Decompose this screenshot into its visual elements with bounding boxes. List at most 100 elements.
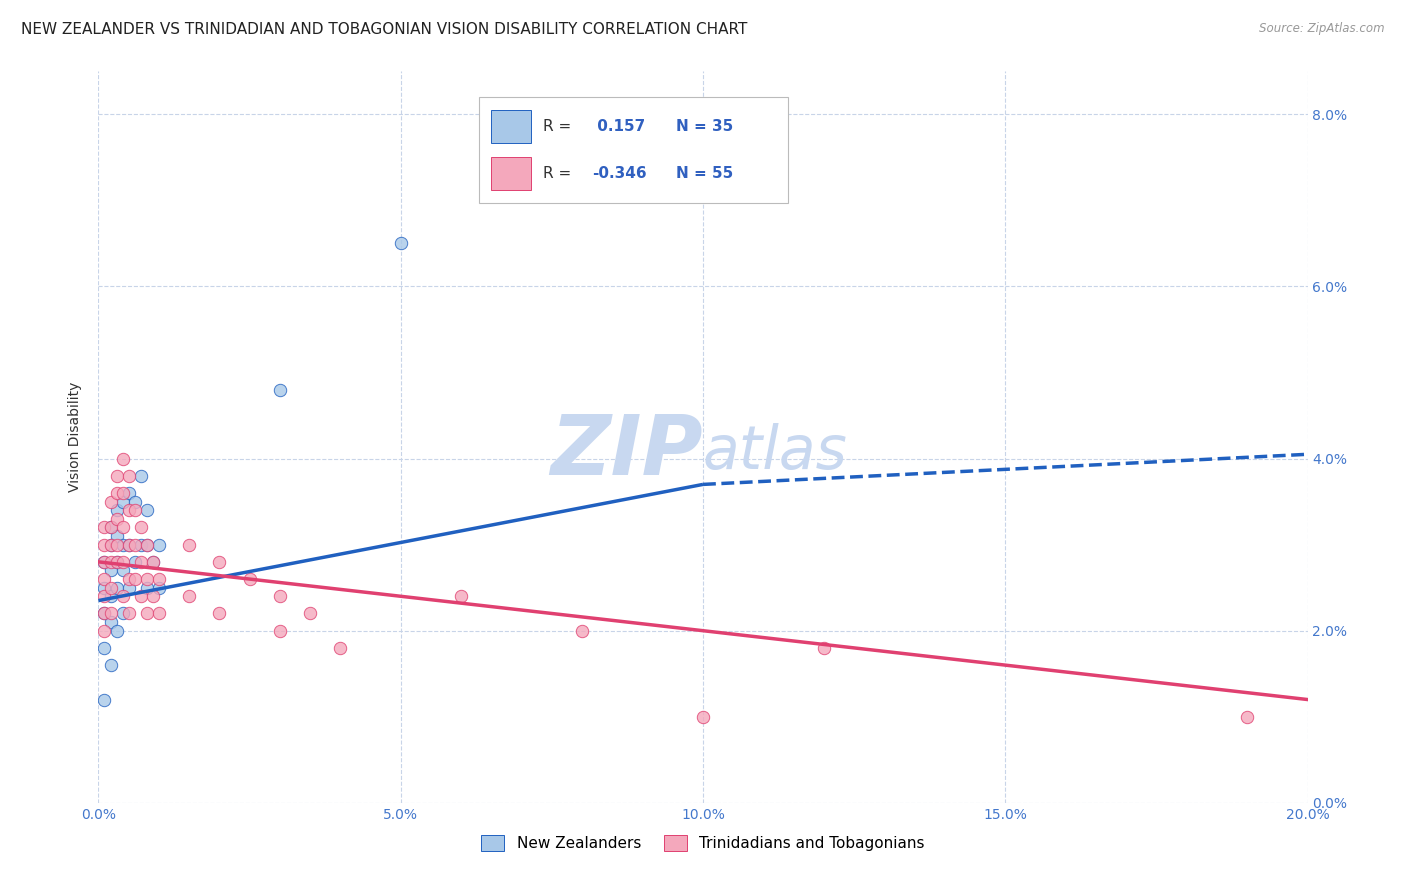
Point xyxy=(299,607,322,621)
Point xyxy=(124,555,146,569)
Point xyxy=(142,555,165,569)
Point xyxy=(100,520,122,534)
Text: R =: R = xyxy=(543,120,576,134)
Text: N = 55: N = 55 xyxy=(676,166,734,181)
Point xyxy=(148,581,170,595)
Point xyxy=(93,572,115,586)
Point xyxy=(269,624,291,638)
Point xyxy=(129,520,152,534)
Point xyxy=(208,607,231,621)
Text: N = 35: N = 35 xyxy=(676,120,734,134)
Point xyxy=(142,589,165,603)
Point xyxy=(105,555,128,569)
Point xyxy=(239,572,262,586)
Point xyxy=(129,555,152,569)
Point xyxy=(118,607,141,621)
Point xyxy=(111,520,134,534)
Point xyxy=(148,607,170,621)
Point xyxy=(111,564,134,578)
Text: R =: R = xyxy=(543,166,576,181)
Point xyxy=(100,564,122,578)
Point xyxy=(93,538,115,552)
Point xyxy=(118,538,141,552)
Point xyxy=(135,503,157,517)
Point xyxy=(129,468,152,483)
Point xyxy=(111,451,134,466)
Point xyxy=(93,581,115,595)
Point xyxy=(105,468,128,483)
Point xyxy=(692,710,714,724)
Point xyxy=(100,555,122,569)
Point xyxy=(135,538,157,552)
Point xyxy=(118,468,141,483)
Point xyxy=(129,538,152,552)
Point xyxy=(100,658,122,673)
Point xyxy=(93,692,115,706)
Point xyxy=(118,538,141,552)
Point xyxy=(105,555,128,569)
Text: ZIP: ZIP xyxy=(550,411,703,492)
Point xyxy=(111,607,134,621)
Point xyxy=(148,572,170,586)
Point xyxy=(571,624,593,638)
FancyBboxPatch shape xyxy=(479,97,787,203)
Point xyxy=(208,555,231,569)
Point xyxy=(100,520,122,534)
Point xyxy=(135,572,157,586)
Point xyxy=(135,607,157,621)
Point xyxy=(1236,710,1258,724)
Point xyxy=(118,572,141,586)
Point xyxy=(105,486,128,500)
Point xyxy=(93,640,115,655)
Point xyxy=(111,486,134,500)
Point xyxy=(450,589,472,603)
Point xyxy=(111,538,134,552)
Point xyxy=(100,615,122,629)
Point xyxy=(93,555,115,569)
Point xyxy=(93,607,115,621)
Point xyxy=(93,520,115,534)
Point xyxy=(179,538,201,552)
Point xyxy=(105,503,128,517)
Point xyxy=(813,640,835,655)
Point xyxy=(100,538,122,552)
FancyBboxPatch shape xyxy=(492,111,531,143)
Point xyxy=(111,555,134,569)
Point xyxy=(93,624,115,638)
Point xyxy=(100,581,122,595)
Point xyxy=(111,494,134,508)
Point xyxy=(269,589,291,603)
Point xyxy=(142,555,165,569)
Point xyxy=(100,494,122,508)
FancyBboxPatch shape xyxy=(492,157,531,190)
Point xyxy=(118,581,141,595)
Point xyxy=(118,503,141,517)
Point xyxy=(105,529,128,543)
Point xyxy=(124,494,146,508)
Point xyxy=(105,538,128,552)
Point xyxy=(389,236,412,251)
Point xyxy=(118,486,141,500)
Point xyxy=(100,538,122,552)
Point xyxy=(124,503,146,517)
Text: Source: ZipAtlas.com: Source: ZipAtlas.com xyxy=(1260,22,1385,36)
Point xyxy=(124,572,146,586)
Point xyxy=(93,555,115,569)
Text: -0.346: -0.346 xyxy=(592,166,647,181)
Point xyxy=(148,538,170,552)
Point xyxy=(135,581,157,595)
Point xyxy=(105,512,128,526)
Point xyxy=(269,383,291,397)
Text: 0.157: 0.157 xyxy=(592,120,645,134)
Text: NEW ZEALANDER VS TRINIDADIAN AND TOBAGONIAN VISION DISABILITY CORRELATION CHART: NEW ZEALANDER VS TRINIDADIAN AND TOBAGON… xyxy=(21,22,748,37)
Point xyxy=(329,640,352,655)
Point xyxy=(111,589,134,603)
Point xyxy=(129,589,152,603)
Text: atlas: atlas xyxy=(703,423,848,481)
Point xyxy=(100,607,122,621)
Point xyxy=(93,589,115,603)
Point xyxy=(100,589,122,603)
Legend: New Zealanders, Trinidadians and Tobagonians: New Zealanders, Trinidadians and Tobagon… xyxy=(475,830,931,857)
Point xyxy=(105,581,128,595)
Point xyxy=(179,589,201,603)
